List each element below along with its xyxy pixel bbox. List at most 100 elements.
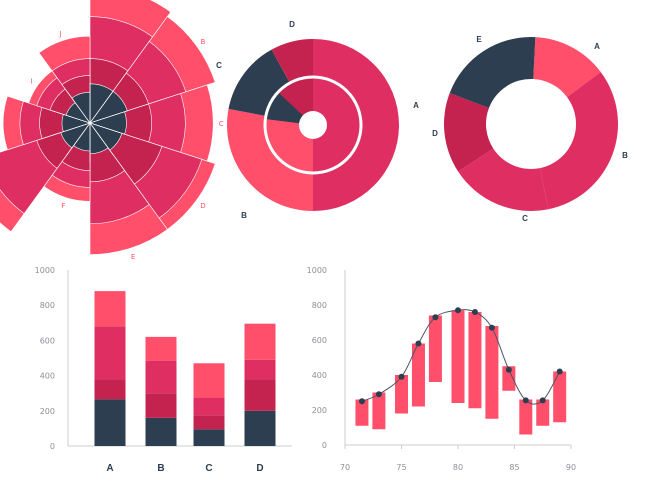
- polar-spoke: [51, 110, 91, 124]
- range-y-tick-label: 200: [312, 406, 327, 415]
- range-line-point: [375, 391, 382, 398]
- bar-x-label-d: D: [256, 463, 263, 474]
- range-line-point: [415, 340, 422, 347]
- donut-label-c: C: [522, 214, 528, 223]
- nested-pie-chart: A B C D: [216, 20, 419, 220]
- range-line-point: [505, 366, 512, 373]
- bar-b-segment-1: [145, 417, 177, 446]
- range-bar: [468, 312, 482, 409]
- range-x-tick-label: 90: [566, 463, 576, 472]
- bar-a-segment-1: [94, 399, 126, 446]
- range-bar: [451, 310, 465, 403]
- polar-label-e: E: [131, 253, 135, 261]
- bar-y-tick-label: 200: [40, 407, 55, 416]
- donut-label-a: A: [594, 42, 600, 51]
- range-bar: [502, 366, 516, 391]
- pie-inner-slice-a: [313, 78, 360, 172]
- donut-slice-b: [539, 71, 618, 210]
- bar-a-segment-2: [94, 379, 126, 400]
- bar-b-segment-4: [145, 336, 177, 361]
- range-x-tick-label: 75: [396, 463, 406, 472]
- range-line-point: [539, 397, 546, 404]
- range-bar-line-chart: 0 200 400 600 800 1000 70 75 80 85 90: [307, 266, 576, 472]
- range-y-tick-label: 1000: [307, 266, 327, 275]
- range-y-tick-label: 800: [312, 301, 327, 310]
- bar-d-segment-4: [244, 323, 276, 360]
- bar-x-label-b: B: [157, 463, 164, 474]
- range-bar: [428, 315, 442, 382]
- bar-c-segment-1: [193, 429, 225, 446]
- range-line-point: [488, 324, 495, 331]
- donut-slice-d: [444, 93, 494, 172]
- range-y-tick-label: 600: [312, 336, 327, 345]
- pie-label-b: B: [241, 211, 247, 220]
- donut-chart: A B C D E: [432, 35, 628, 223]
- bar-y-tick-label: 1000: [35, 266, 55, 275]
- donut-slice-c: [458, 148, 549, 211]
- range-line-point: [522, 397, 529, 404]
- polar-label-c: C: [219, 120, 224, 128]
- bar-c-segment-2: [193, 415, 225, 430]
- range-bar: [485, 326, 499, 419]
- donut-label-d: D: [432, 129, 438, 138]
- polar-label-i: I: [30, 77, 32, 85]
- bar-x-label-c: C: [205, 463, 212, 474]
- polar-spoke: [89, 122, 129, 136]
- pie-ring: [263, 75, 363, 175]
- range-x-tick-label: 80: [453, 463, 463, 472]
- polar-spoke: [51, 122, 91, 136]
- polar-spoke: [89, 110, 129, 124]
- pie-label-d: D: [289, 20, 295, 29]
- bar-y-tick-label: 0: [50, 442, 55, 451]
- bar-d-segment-3: [244, 359, 276, 380]
- bar-b-segment-2: [145, 393, 177, 418]
- pie-label-a: A: [413, 101, 419, 110]
- range-bar: [519, 399, 533, 435]
- polar-spoke: [66, 90, 91, 124]
- pie-inner-slice-d: [278, 78, 313, 125]
- range-y-tick-label: 0: [322, 441, 327, 450]
- range-line-point: [471, 309, 478, 315]
- bar-y-tick-label: 800: [40, 301, 55, 310]
- range-bar: [553, 371, 567, 423]
- range-bar: [536, 399, 550, 426]
- range-line-point: [398, 373, 405, 380]
- bar-y-tick-label: 600: [40, 336, 55, 345]
- donut-slice-e: [449, 36, 536, 108]
- range-line-point: [455, 307, 461, 314]
- polar-label-j: J: [59, 30, 62, 38]
- range-line-point: [358, 398, 365, 405]
- bar-d-segment-1: [244, 410, 276, 446]
- polar-label-b: B: [201, 38, 206, 46]
- range-bar: [411, 343, 425, 407]
- pie-label-c: C: [216, 61, 222, 70]
- polar-label-f: F: [61, 202, 65, 210]
- polar-area-chart: ABCDEFGHIJ: [0, 0, 224, 261]
- bar-b-segment-3: [145, 360, 177, 394]
- range-bar: [355, 399, 369, 426]
- stacked-bar-chart: 0 200 400 600 800 1000 A B C D: [35, 266, 292, 474]
- pie-center-hole: [299, 111, 327, 139]
- polar-label-d: D: [200, 202, 205, 210]
- polar-spoke: [66, 122, 91, 156]
- range-bar: [395, 375, 408, 414]
- range-bar: [372, 392, 386, 430]
- range-line-point: [432, 314, 439, 321]
- bar-c-segment-4: [193, 363, 225, 398]
- range-x-tick-label: 70: [340, 463, 350, 472]
- bar-a-segment-4: [94, 291, 126, 327]
- pie-inner-slice-c: [266, 92, 313, 125]
- bar-y-tick-label: 400: [40, 372, 55, 381]
- donut-label-e: E: [476, 35, 482, 44]
- range-line-point: [556, 368, 563, 375]
- bar-c-segment-3: [193, 397, 225, 416]
- bar-a-segment-3: [94, 326, 126, 380]
- bar-d-segment-2: [244, 379, 276, 411]
- polar-spoke: [89, 122, 114, 156]
- range-x-tick-label: 85: [509, 463, 519, 472]
- donut-label-b: B: [622, 151, 628, 160]
- bar-x-label-a: A: [106, 463, 113, 474]
- donut-slice-a: [533, 37, 601, 98]
- polar-spoke: [89, 90, 114, 124]
